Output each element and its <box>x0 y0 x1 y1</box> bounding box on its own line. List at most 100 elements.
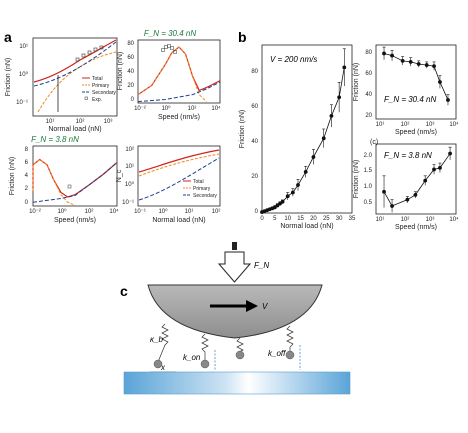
a4-ylabel: N_c <box>116 169 123 182</box>
b-top-xtick-3: 10⁴ <box>449 121 459 128</box>
b-bot-point <box>390 204 394 208</box>
a2-total-curve <box>137 46 221 96</box>
plot-a3: F_N = 3.8 nN 8 6 4 2 0 10⁻² 10⁰ 10² 10⁴ … <box>9 135 119 224</box>
a1-legend: Total Primary Secondary Exp. <box>82 76 116 103</box>
a1-xlabel: Normal load (nN) <box>48 126 101 133</box>
schematic-c: F_N V κ_b k_on k_off x <box>123 242 351 395</box>
a4-xtick-1: 10⁰ <box>158 208 168 215</box>
plot-b-top: F_N = 30.4 nN 80 60 40 20 10¹ 10² 10³ 10… <box>353 44 459 136</box>
a2-xtick-1: 10⁰ <box>161 105 171 112</box>
b-main-xtick-3: 15 <box>297 216 304 222</box>
panel-label-a: a <box>4 29 12 45</box>
b-main-xtick-5: 25 <box>323 216 330 222</box>
b-top-point <box>400 58 405 63</box>
a2-xlabel: Speed (nm/s) <box>158 114 200 121</box>
a2-ytick-1: 60 <box>127 55 134 61</box>
b-main-point <box>329 114 334 118</box>
koff-label: k_off <box>268 349 286 358</box>
a1-ytick-0: 10¹ <box>19 44 28 50</box>
b-main-xtick-7: 35 <box>349 216 356 222</box>
b-top-point <box>390 53 394 58</box>
a2-primary-curve <box>137 46 207 102</box>
a4-ytick-0: 10² <box>125 147 134 153</box>
b-main-point <box>290 190 295 195</box>
a3-ytick-0: 8 <box>25 147 29 153</box>
b-main-point <box>311 155 316 159</box>
b-main-ylabel: Friction (nN) <box>239 110 246 149</box>
b-bot-xlabel: Speed (nm/s) <box>395 224 437 231</box>
b-main-xtick-0: 0 <box>260 216 264 222</box>
velocity-arrow-icon <box>246 300 258 312</box>
a1-legend-2: Secondary <box>92 90 116 96</box>
b-top-ytick-0: 80 <box>365 50 372 56</box>
a1-total-curve <box>33 39 117 83</box>
a4-legend-1: Primary <box>193 186 211 192</box>
a2-exp-point <box>167 44 171 48</box>
b-main-point <box>280 199 285 204</box>
panel-label-b: b <box>238 29 247 45</box>
b-main-point <box>296 183 300 187</box>
a2-title: F_N = 30.4 nN <box>144 29 196 38</box>
b-top-point <box>432 64 436 69</box>
a2-secondary-curve <box>137 81 221 103</box>
spring-4 <box>286 325 294 352</box>
a4-secondary-curve <box>138 157 220 201</box>
a4-xtick-2: 10¹ <box>185 209 194 215</box>
a4-ytick-3: 10⁻¹ <box>122 200 134 206</box>
b-bot-xtick-2: 10³ <box>426 217 435 223</box>
b-bot-point <box>382 189 386 194</box>
b-bot-ytick-2: 1.0 <box>364 184 373 190</box>
panel-label-c-inner: (c) <box>370 139 378 146</box>
b-bot-point <box>448 151 452 156</box>
b-bot-point <box>413 193 418 197</box>
a3-ytick-1: 6 <box>25 160 29 166</box>
b-bot-annotation: F_N = 3.8 nN <box>384 151 432 160</box>
a1-legend-0: Total <box>92 76 103 82</box>
b-main-xlabel: Normal load (nN) <box>280 223 333 230</box>
a2-ylabel: Friction (nN) <box>117 52 124 91</box>
b-main-point <box>342 65 347 70</box>
a4-primary-curve <box>138 153 220 177</box>
a2-exp-point <box>173 50 177 54</box>
a2-xtick-3: 10⁴ <box>211 105 221 112</box>
a3-xtick-1: 10⁰ <box>57 208 67 215</box>
b-main-ytick-3: 20 <box>251 174 258 180</box>
a2-xtick-0: 10⁻² <box>134 106 146 112</box>
b-top-ytick-1: 60 <box>365 71 372 77</box>
b-top-line <box>383 53 449 101</box>
a3-primary-curve <box>32 158 76 206</box>
b-bot-ytick-0: 2.0 <box>364 153 373 159</box>
b-bot-point <box>432 167 436 172</box>
b-main-data <box>260 48 347 214</box>
b-main-line <box>261 67 345 213</box>
b-top-point <box>438 80 442 84</box>
b-top-point <box>382 51 386 56</box>
b-bot-line <box>383 153 451 207</box>
a4-legend: Total Primary Secondary <box>183 179 217 199</box>
a3-xtick-3: 10⁴ <box>109 208 119 215</box>
b-top-data <box>382 46 450 106</box>
b-bot-xtick-0: 10¹ <box>376 217 385 223</box>
b-top-ytick-2: 40 <box>365 92 372 98</box>
b-top-xlabel: Speed (nm/s) <box>395 129 437 136</box>
plot-a4: 10² 10¹ 10⁰ 10⁻¹ 10⁻¹ 10⁰ 10¹ 10² Normal… <box>116 145 221 224</box>
a2-ytick-4: 0 <box>131 97 135 103</box>
plot-a2: F_N = 30.4 nN 80 60 40 20 0 10⁻² 10⁰ 10²… <box>117 29 221 121</box>
springs <box>157 323 294 363</box>
b-top-point <box>446 98 450 102</box>
b-top-xtick-1: 10² <box>401 122 410 128</box>
a3-ytick-4: 0 <box>25 200 29 206</box>
b-main-point <box>321 136 326 141</box>
a1-legend-3: Exp. <box>92 97 102 103</box>
a2-exp-point <box>164 45 168 49</box>
a3-ylabel: Friction (nN) <box>9 157 16 196</box>
plot-a1: 10¹ 10⁰ 10⁻¹ 10¹ 10² 10³ Normal load (nN… <box>5 37 118 133</box>
a4-legend-2: Secondary <box>193 193 217 199</box>
a3-xtick-2: 10² <box>85 209 94 215</box>
b-bot-ytick-3: 0.5 <box>364 200 373 206</box>
b-main-ytick-4: 0 <box>255 209 259 215</box>
a1-ytick-1: 10⁰ <box>19 71 29 78</box>
a1-xtick-1: 10² <box>76 119 85 125</box>
a3-ytick-2: 4 <box>25 173 29 179</box>
